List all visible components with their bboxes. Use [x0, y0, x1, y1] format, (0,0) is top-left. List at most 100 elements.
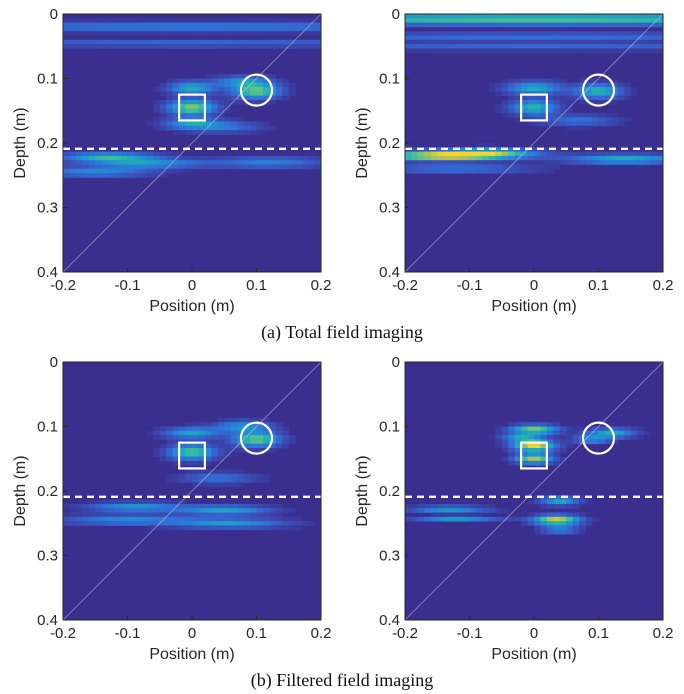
heatmap-cell	[579, 100, 586, 105]
heatmap-cell	[617, 48, 625, 54]
heatmap-cell	[495, 435, 503, 440]
heatmap-cell	[275, 435, 283, 440]
heatmap-cell	[572, 512, 580, 518]
heatmap-cell	[611, 155, 619, 161]
heatmap-cell	[108, 22, 115, 28]
heatmap-cell	[243, 78, 251, 84]
heatmap-cell	[211, 74, 219, 79]
heatmap-cell	[230, 87, 238, 92]
heatmap-cell	[566, 39, 574, 45]
heatmap-cell	[475, 35, 483, 41]
heatmap-cell	[69, 521, 77, 526]
heatmap-cell	[153, 31, 161, 36]
heatmap-cell	[437, 151, 445, 157]
heatmap-cell	[192, 100, 199, 105]
heatmap-cell	[230, 74, 238, 79]
heatmap-cell	[559, 439, 567, 445]
heatmap-cell	[592, 117, 599, 122]
heatmap-cell	[224, 469, 232, 475]
heatmap-cell	[179, 125, 186, 131]
heatmap-cell	[217, 125, 225, 131]
heatmap-cell	[553, 521, 561, 526]
heatmap-cell	[217, 426, 225, 432]
heatmap-cell	[592, 39, 599, 45]
heatmap-cell	[82, 508, 90, 513]
heatmap-cell	[508, 87, 516, 92]
y-axis-label: Depth (m)	[354, 107, 371, 178]
heatmap-cell	[508, 39, 516, 45]
heatmap-cell	[217, 104, 225, 109]
heatmap-cell	[262, 95, 270, 101]
x-tick-label: 0	[188, 625, 196, 642]
heatmap-cell	[301, 22, 309, 28]
heatmap-cell	[224, 512, 232, 518]
heatmap-cell	[237, 26, 244, 32]
heatmap-cell	[211, 125, 219, 131]
heatmap-cell	[262, 525, 270, 531]
heatmap-cell	[611, 48, 619, 54]
heatmap-cell	[217, 435, 225, 440]
heatmap-cell	[598, 430, 606, 436]
heatmap-cell	[159, 452, 167, 457]
heatmap-cell	[224, 478, 232, 483]
heatmap-cell	[262, 91, 270, 97]
heatmap-cell	[250, 155, 257, 161]
heatmap-cell	[521, 516, 528, 522]
heatmap-cell	[656, 35, 664, 41]
heatmap-cell	[579, 151, 586, 157]
heatmap-cell	[521, 14, 528, 19]
heatmap-cell	[243, 121, 251, 127]
heatmap-cell	[572, 525, 580, 531]
heatmap-cell	[114, 22, 122, 28]
heatmap-cell	[88, 18, 96, 23]
heatmap-cell	[585, 160, 593, 165]
heatmap-cell	[546, 512, 554, 518]
heatmap-cell	[185, 452, 193, 457]
heatmap-cell	[437, 48, 445, 54]
heatmap-cell	[269, 95, 277, 101]
heatmap-cell	[572, 31, 580, 36]
heatmap-cell	[237, 430, 244, 436]
heatmap-cell	[566, 155, 574, 161]
heatmap-cell	[430, 168, 438, 174]
heatmap-cell	[527, 108, 535, 114]
heatmap-cell	[514, 151, 522, 157]
heatmap-cell	[198, 31, 206, 36]
heatmap-cell	[198, 422, 206, 427]
heatmap-cell	[495, 39, 503, 45]
heatmap-cell	[237, 130, 244, 135]
heatmap-cell	[224, 18, 232, 23]
heatmap-cell	[288, 521, 296, 526]
heatmap-cell	[179, 478, 186, 483]
heatmap-cell	[250, 130, 257, 135]
heatmap-cell	[159, 499, 167, 505]
heatmap-cell	[217, 430, 225, 436]
heatmap-cell	[159, 503, 167, 509]
heatmap-cell	[243, 439, 251, 445]
heatmap-cell	[475, 512, 483, 518]
heatmap-cell	[650, 14, 657, 19]
heatmap-cell	[146, 22, 154, 28]
heatmap-cell	[159, 508, 167, 513]
heatmap-cell	[198, 164, 206, 170]
heatmap-cell	[463, 35, 470, 41]
square-target-marker	[520, 441, 549, 470]
heatmap-cell	[153, 44, 161, 49]
heatmap-cell	[585, 117, 593, 122]
heatmap-cell	[546, 430, 554, 436]
heatmap-cell	[469, 155, 477, 161]
heatmap-cell	[495, 426, 503, 432]
heatmap-cell	[198, 482, 206, 488]
heatmap-cell	[301, 26, 309, 32]
heatmap-cell	[75, 18, 83, 23]
heatmap-cell	[514, 435, 522, 440]
heatmap-cell	[430, 48, 438, 54]
heatmap-cell	[540, 435, 548, 440]
x-tick-label: 0.1	[246, 625, 267, 642]
heatmap-cell	[243, 525, 251, 531]
heatmap-cell	[159, 26, 167, 32]
heatmap-cell	[179, 456, 186, 462]
heatmap-cell	[185, 160, 193, 165]
heatmap-cell	[172, 82, 180, 88]
heatmap-cell	[250, 95, 257, 101]
